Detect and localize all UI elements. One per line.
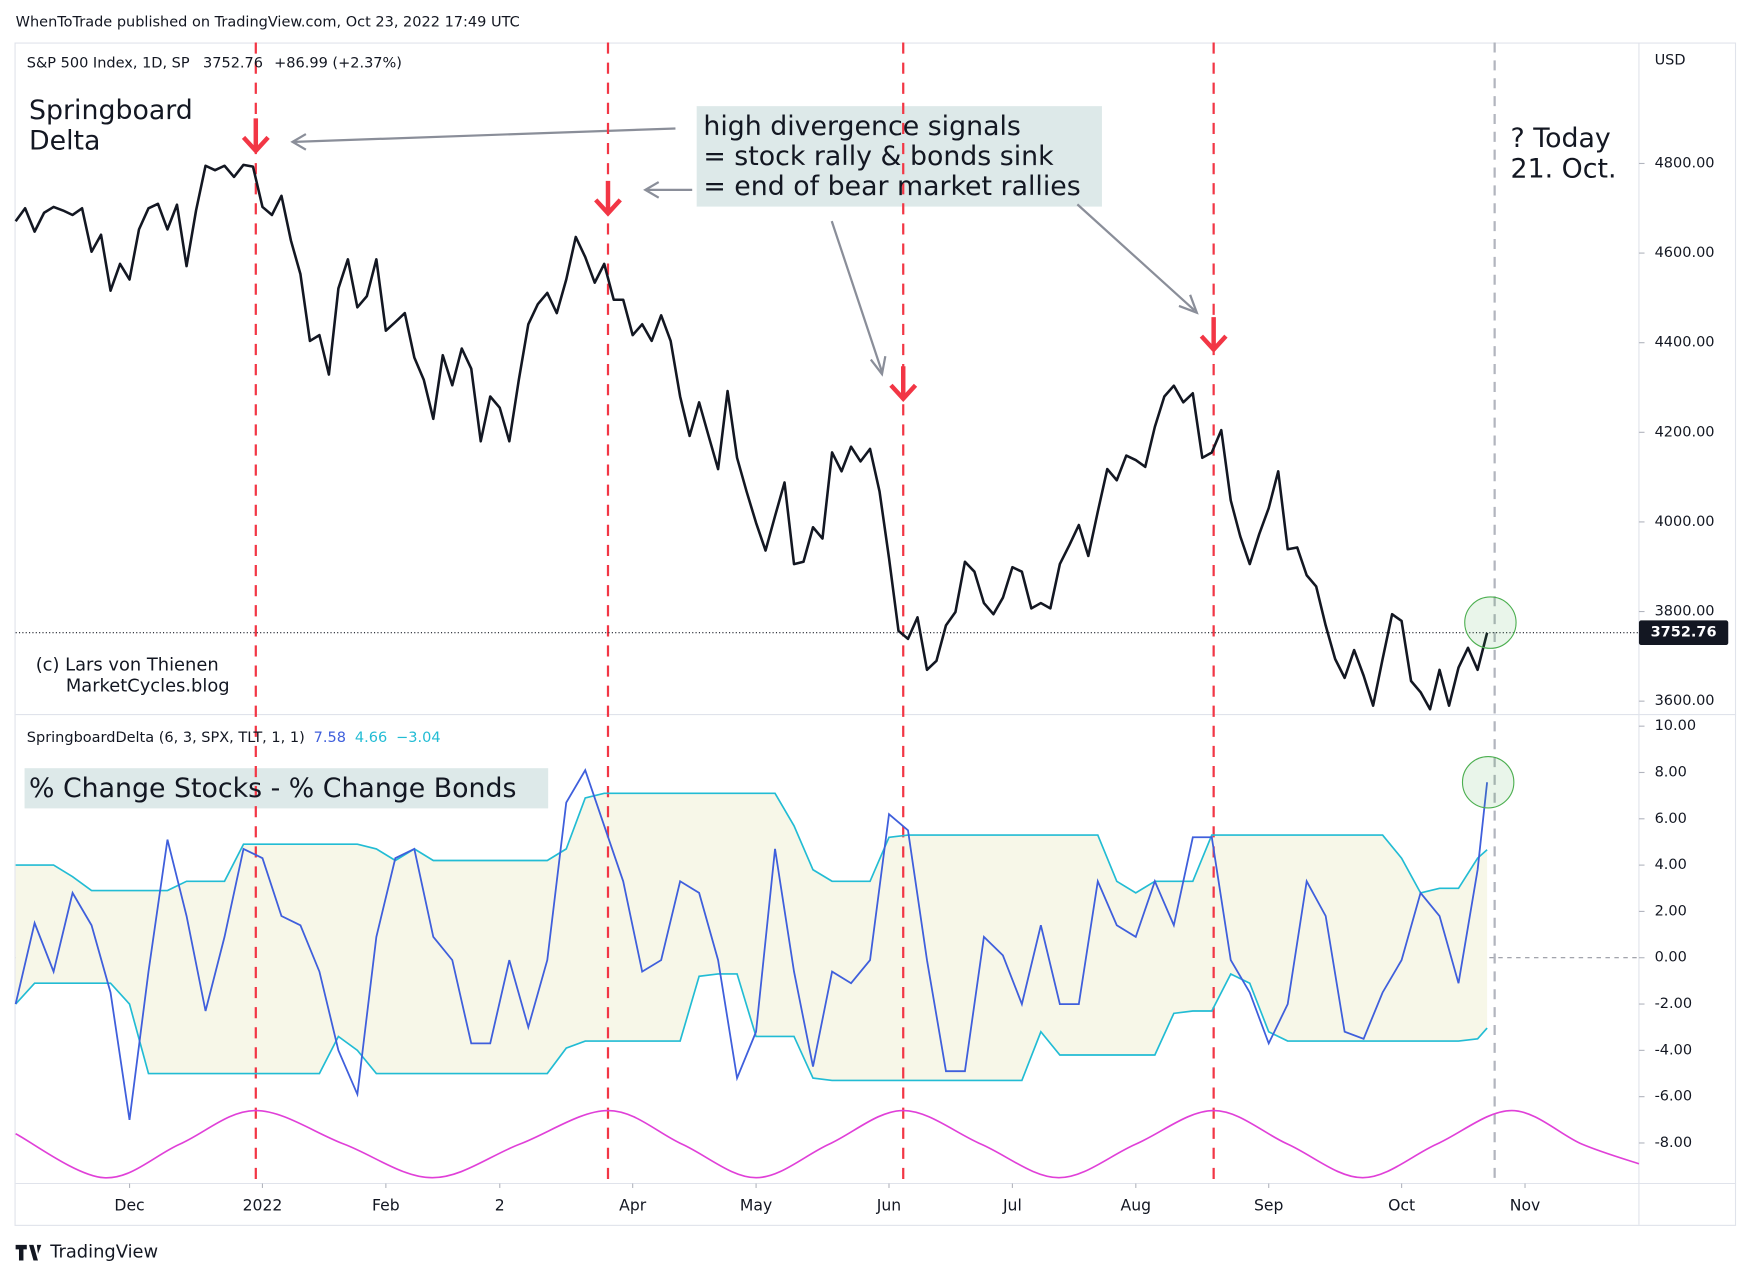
quote-price: 3752.76 [203,56,263,72]
y-unit: USD [1655,52,1686,68]
arrow-head [1178,294,1199,315]
quote-change: +86.99 (+2.37%) [274,56,402,72]
y-tick-label: 2.00 [1655,903,1687,919]
indicator-line [14,768,1488,1120]
cycle-line [15,1109,1640,1179]
x-tick-label: 2 [495,1195,505,1214]
today-label: 21. Oct. [1511,153,1617,184]
credit: MarketCycles.blog [66,676,230,697]
y-tick-label: 3600.00 [1655,693,1715,709]
arrow [1076,203,1196,312]
credit: (c) Lars von Thienen [36,654,219,675]
subtitle-box [24,768,549,809]
legend-value: 4.66 [355,730,387,746]
x-tick-label: Apr [619,1195,647,1214]
x-tick-label: 2022 [243,1195,283,1214]
annotation-arrows [290,127,1199,377]
legend-value: −3.04 [396,730,440,746]
callout-line: = end of bear market rallies [703,171,1080,202]
indicator-line [15,972,1488,1082]
publisher: WhenToTrade published on TradingView.com… [16,14,520,30]
highlight-circle [1461,755,1515,809]
y-tick-label: -2.00 [1655,996,1693,1012]
subtitle: % Change Stocks - % Change Bonds [29,773,516,804]
price-line [14,163,1489,711]
footer-text: TradingView [49,1242,158,1263]
logo-mark [15,1244,42,1261]
y-tick-label: 4200.00 [1655,424,1715,440]
footer-logo: TradingView [15,1242,158,1263]
y-tick-label: 4600.00 [1655,245,1715,261]
x-tick-label: Oct [1388,1195,1415,1214]
callout-line: high divergence signals [703,111,1021,142]
indicator-line [15,792,1488,894]
callout-line: = stock rally & bonds sink [703,141,1054,172]
signal-arrow [241,118,270,155]
signal-arrow [889,366,918,402]
y-tick-label: -6.00 [1655,1089,1693,1105]
y-tick-label: -8.00 [1655,1135,1693,1151]
price-legend: S&P 500 Index, 1D, SP 3752.76 +86.99 (+2.3… [27,56,402,72]
y-tick-label: 4000.00 [1655,514,1715,530]
last-price-box [1638,620,1729,645]
x-tick-label: Aug [1121,1195,1152,1214]
y-tick-label: 4400.00 [1655,335,1715,351]
annotation: Springboard [29,95,193,126]
x-tick-label: Nov [1510,1195,1541,1214]
arrow [830,220,884,373]
y-tick-label: 4.00 [1655,857,1687,873]
arrow [294,127,676,143]
today-label: ? Today [1511,123,1611,154]
symbol: S&P 500 Index, 1D, SP [27,56,190,72]
arrow-head [643,181,660,199]
y-tick-label: 10.00 [1655,718,1697,734]
callout-box [696,106,1102,207]
x-tick-label: Jun [876,1195,901,1214]
y-tick-label: 4800.00 [1655,155,1715,171]
band-fill [15,793,1488,1081]
legend-value: 7.58 [314,730,346,746]
indicator-name: SpringboardDelta (6, 3, SPX, TLT, 1, 1) [27,730,305,746]
x-tick-label: Feb [372,1195,400,1214]
arrow-head [869,356,887,377]
signal-arrow [594,180,622,217]
signal-arrow [1199,317,1228,353]
y-tick-label: 3800.00 [1655,604,1715,620]
x-tick-label: Dec [114,1195,144,1214]
indicator-legend: SpringboardDelta (6, 3, SPX, TLT, 1, 1) 7… [27,730,441,746]
frame [14,42,1737,1226]
highlight-circle [1464,596,1517,649]
y-tick-label: 0.00 [1655,950,1687,966]
last-price-label: 3752.76 [1651,625,1717,641]
y-tick-label: 6.00 [1655,811,1687,827]
x-tick-label: May [740,1195,772,1214]
x-tick-label: Jul [1002,1195,1022,1214]
x-tick-label: Sep [1254,1195,1284,1214]
arrow-head [290,133,307,151]
y-tick-label: -4.00 [1655,1042,1693,1058]
y-tick-label: 8.00 [1655,764,1687,780]
annotation: Delta [29,125,100,156]
